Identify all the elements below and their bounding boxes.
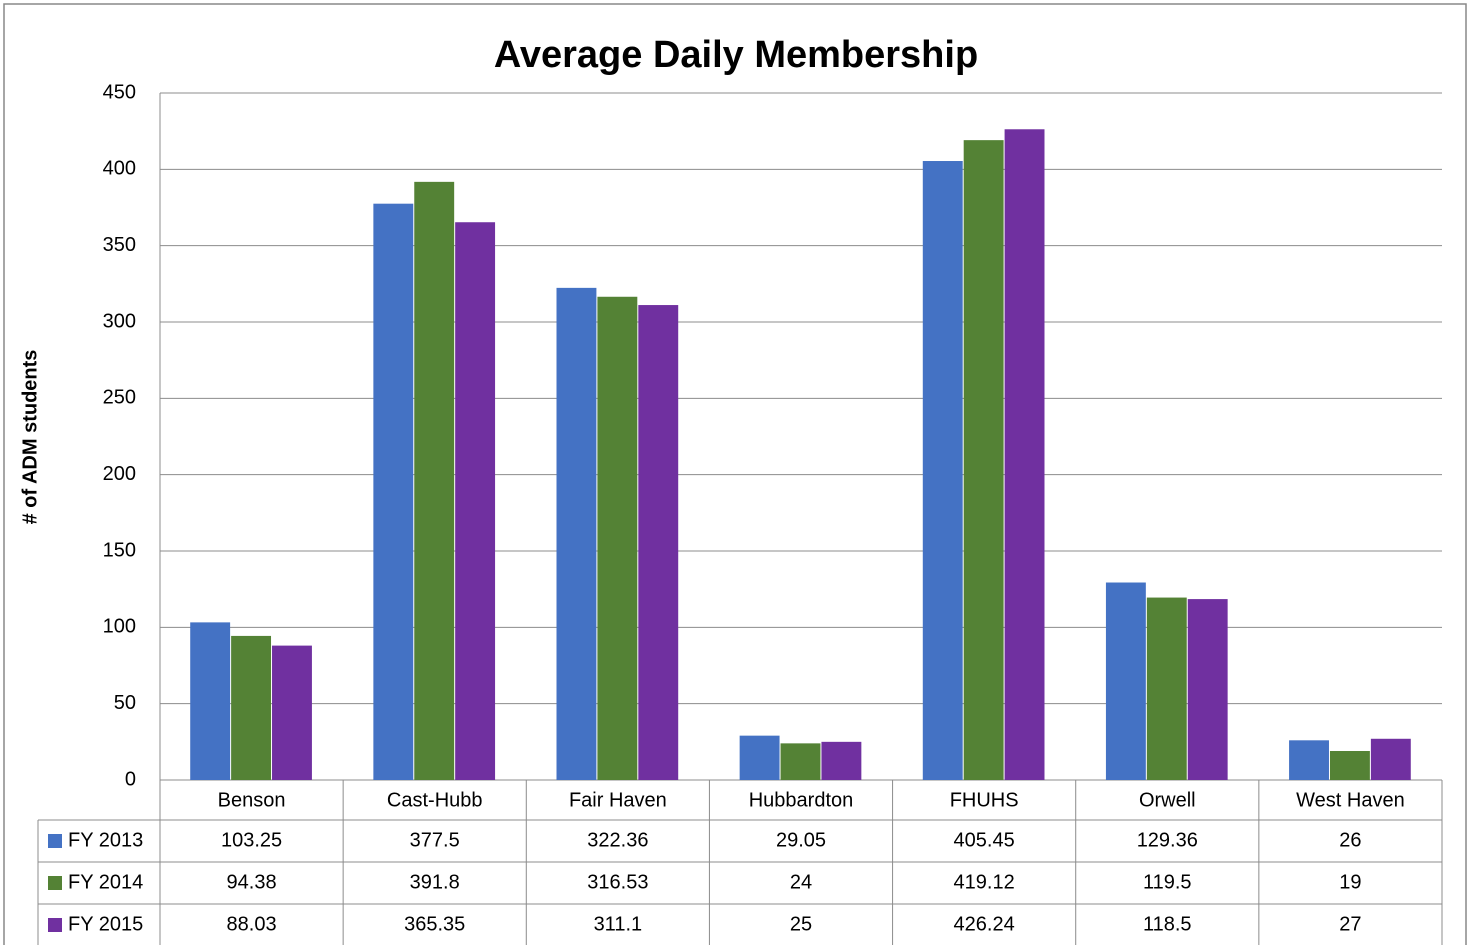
table-cell: 377.5 [410,829,460,851]
table-cell: 129.36 [1137,829,1198,851]
y-tick-label: 450 [103,81,136,103]
bar [1004,129,1045,780]
legend-label: FY 2015 [68,913,143,935]
table-cell: 19 [1339,871,1361,893]
table-cell: 88.03 [227,913,277,935]
table-cell: 118.5 [1143,913,1192,935]
table-cell: 103.25 [221,829,282,851]
legend-label: FY 2013 [68,829,143,851]
bar [739,735,780,780]
bar [190,622,231,780]
y-tick-label: 100 [103,616,136,638]
y-tick-label: 50 [114,692,136,714]
y-tick-label: 400 [103,158,136,180]
legend-key [48,918,62,932]
table-cell: 405.45 [954,829,1015,851]
x-tick-label: West Haven [1296,789,1405,811]
x-tick-label: Benson [218,789,286,811]
table-cell: 391.8 [410,871,460,893]
bar [414,181,455,781]
table-cell: 94.38 [227,871,277,893]
bar [1105,582,1146,780]
x-tick-label: Fair Haven [569,789,667,811]
table-cell: 419.12 [954,871,1015,893]
legend-key [48,876,62,890]
table-cell: 24 [790,871,812,893]
y-tick-label: 0 [125,768,136,790]
table-cell: 27 [1339,913,1361,935]
x-tick-label: Hubbardton [749,789,854,811]
bar [373,203,414,780]
table-cell: 29.05 [776,829,826,851]
x-tick-label: Orwell [1139,789,1196,811]
bar [455,222,496,781]
table-cell: 316.53 [587,871,648,893]
table-cell: 26 [1339,829,1361,851]
bar [780,743,821,780]
bar [597,296,638,780]
bar [922,161,963,780]
bar [1146,597,1187,780]
table-cell: 311.1 [594,913,643,935]
y-tick-label: 150 [103,539,136,561]
bar [1370,738,1411,780]
bar [963,140,1004,781]
bar [1187,599,1228,780]
x-tick-label: FHUHS [950,789,1019,811]
bar [556,287,597,780]
table-cell: 365.35 [404,913,465,935]
bar [231,635,272,780]
y-axis-label: # of ADM students [19,350,41,525]
table-cell: 426.24 [954,913,1015,935]
bar [638,305,679,780]
legend-key [48,834,62,848]
y-tick-label: 350 [103,234,136,256]
y-tick-label: 200 [103,463,136,485]
bar [821,741,862,780]
chart-title: Average Daily Membership [494,34,978,76]
bar [272,645,312,780]
y-tick-label: 300 [103,310,136,332]
legend-label: FY 2014 [68,871,143,893]
table-cell: 25 [790,913,812,935]
x-tick-label: Cast-Hubb [387,789,483,811]
y-tick-label: 250 [103,387,136,409]
bar [1329,750,1370,780]
table-cell: 119.5 [1143,871,1192,893]
bar [1289,740,1329,780]
table-cell: 322.36 [587,829,648,851]
